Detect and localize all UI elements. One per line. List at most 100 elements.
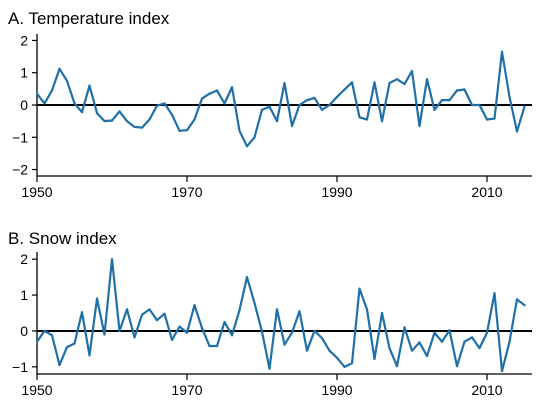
temperature-axes xyxy=(36,34,532,177)
snow-data-point xyxy=(155,319,159,322)
snow-data-point xyxy=(268,367,271,370)
temperature-data-point xyxy=(275,120,279,123)
snow-data-point xyxy=(185,331,189,334)
snow-data-point xyxy=(320,337,324,340)
snow-data-point xyxy=(523,304,526,307)
snow-data-point xyxy=(440,340,444,343)
snow-data-point xyxy=(88,354,91,357)
snow-data-point xyxy=(95,297,99,300)
temperature-y-tick-label: −2 xyxy=(12,162,28,178)
temperature-data-point xyxy=(395,78,399,81)
temperature-data-point xyxy=(223,102,226,105)
snow-y-tick-label: −1 xyxy=(12,359,28,375)
snow-data-point xyxy=(335,356,339,359)
snow-data-point xyxy=(425,354,429,358)
temperature-data-point xyxy=(328,103,331,107)
temperature-data-point xyxy=(448,99,451,102)
snow-data-point xyxy=(50,334,54,337)
temperature-data-point xyxy=(290,124,294,128)
snow-data-point xyxy=(373,357,376,361)
snow-data-point xyxy=(200,326,204,330)
temperature-data-point xyxy=(508,95,511,99)
snow-data-point xyxy=(215,344,219,348)
snow-data-point xyxy=(245,276,249,279)
snow-data-point xyxy=(43,329,46,333)
snow-data-point xyxy=(208,344,211,348)
snow-y-tick-label: 1 xyxy=(20,287,28,303)
snow-y-tick-label: 0 xyxy=(20,323,28,339)
snow-data-point xyxy=(80,311,84,314)
temperature-data-point xyxy=(305,99,309,102)
temperature-data-point xyxy=(155,104,159,107)
temperature-data-point xyxy=(403,82,406,86)
temperature-data-point xyxy=(50,89,54,92)
temperature-data-point xyxy=(440,99,444,102)
temperature-y-tick-label: 1 xyxy=(20,65,28,81)
temperature-data-point xyxy=(35,92,39,95)
temperature-data-point xyxy=(260,108,264,111)
temperature-data-point xyxy=(193,118,196,121)
temperature-data-point xyxy=(500,50,504,53)
temperature-data-point xyxy=(313,96,316,99)
snow-panel: B. Snow index 2 1 0 −1 1950 1970 1990 2010 xyxy=(8,229,532,398)
snow-data-point xyxy=(313,329,316,333)
snow-data-point xyxy=(448,329,451,332)
snow-data-point xyxy=(140,313,144,316)
temperature-data-point xyxy=(433,108,436,111)
temperature-y-tick-label: 2 xyxy=(20,32,28,48)
snow-data-point xyxy=(103,333,106,336)
temperature-data-point xyxy=(283,81,286,85)
temperature-data-point xyxy=(335,95,339,99)
snow-data-point xyxy=(253,301,256,305)
temperature-series-line xyxy=(35,50,526,148)
temperature-data-point xyxy=(410,70,414,73)
snow-data-point xyxy=(65,345,69,349)
temperature-data-point xyxy=(365,118,369,121)
snow-data-point xyxy=(508,340,511,343)
temperature-data-point xyxy=(80,111,84,114)
temperature-data-point xyxy=(163,102,166,105)
temperature-y-tick-label: −1 xyxy=(12,129,28,145)
temperature-data-point xyxy=(208,92,211,95)
temperature-data-point xyxy=(95,111,99,115)
snow-data-point xyxy=(178,325,181,328)
snow-data-point xyxy=(275,308,279,311)
temperature-data-point xyxy=(268,105,271,108)
temperature-data-point xyxy=(523,105,526,108)
snow-data-point xyxy=(305,349,309,352)
snow-data-point xyxy=(35,340,39,343)
snow-data-point xyxy=(365,308,369,311)
snow-data-point xyxy=(238,309,241,312)
temperature-data-point xyxy=(110,119,114,122)
snow-data-point xyxy=(163,312,166,315)
snow-ticks: 2 1 0 −1 1950 1970 1990 2010 xyxy=(12,251,503,398)
temperature-data-point xyxy=(380,120,384,123)
snow-data-point xyxy=(118,329,121,333)
snow-x-tick-label: 2010 xyxy=(471,382,502,398)
temperature-data-point xyxy=(245,145,249,148)
temperature-chart-title: A. Temperature index xyxy=(8,9,170,28)
snow-x-tick-label: 1990 xyxy=(321,382,352,398)
snow-x-tick-label: 1950 xyxy=(21,382,52,398)
temperature-data-point xyxy=(493,117,496,120)
temperature-data-point xyxy=(148,118,151,121)
snow-data-point xyxy=(283,343,286,346)
snow-data-point xyxy=(470,336,474,339)
snow-data-point xyxy=(125,308,129,311)
snow-data-point xyxy=(110,258,114,261)
temperature-data-point xyxy=(200,97,204,100)
snow-data-point xyxy=(410,349,414,352)
temperature-ticks: 2 1 0 −1 −2 1950 1970 1990 2010 xyxy=(12,32,503,200)
temperature-data-point xyxy=(478,103,481,107)
snow-data-point xyxy=(515,298,519,301)
temperature-data-point xyxy=(215,89,219,92)
temperature-data-point xyxy=(425,78,429,81)
snow-data-point xyxy=(298,310,301,313)
temperature-data-point xyxy=(178,129,181,132)
temperature-x-tick-label: 1950 xyxy=(21,184,52,200)
snow-data-point xyxy=(148,308,151,311)
temperature-data-point xyxy=(298,103,301,107)
temperature-data-point xyxy=(238,129,241,132)
snow-data-point xyxy=(223,320,226,324)
